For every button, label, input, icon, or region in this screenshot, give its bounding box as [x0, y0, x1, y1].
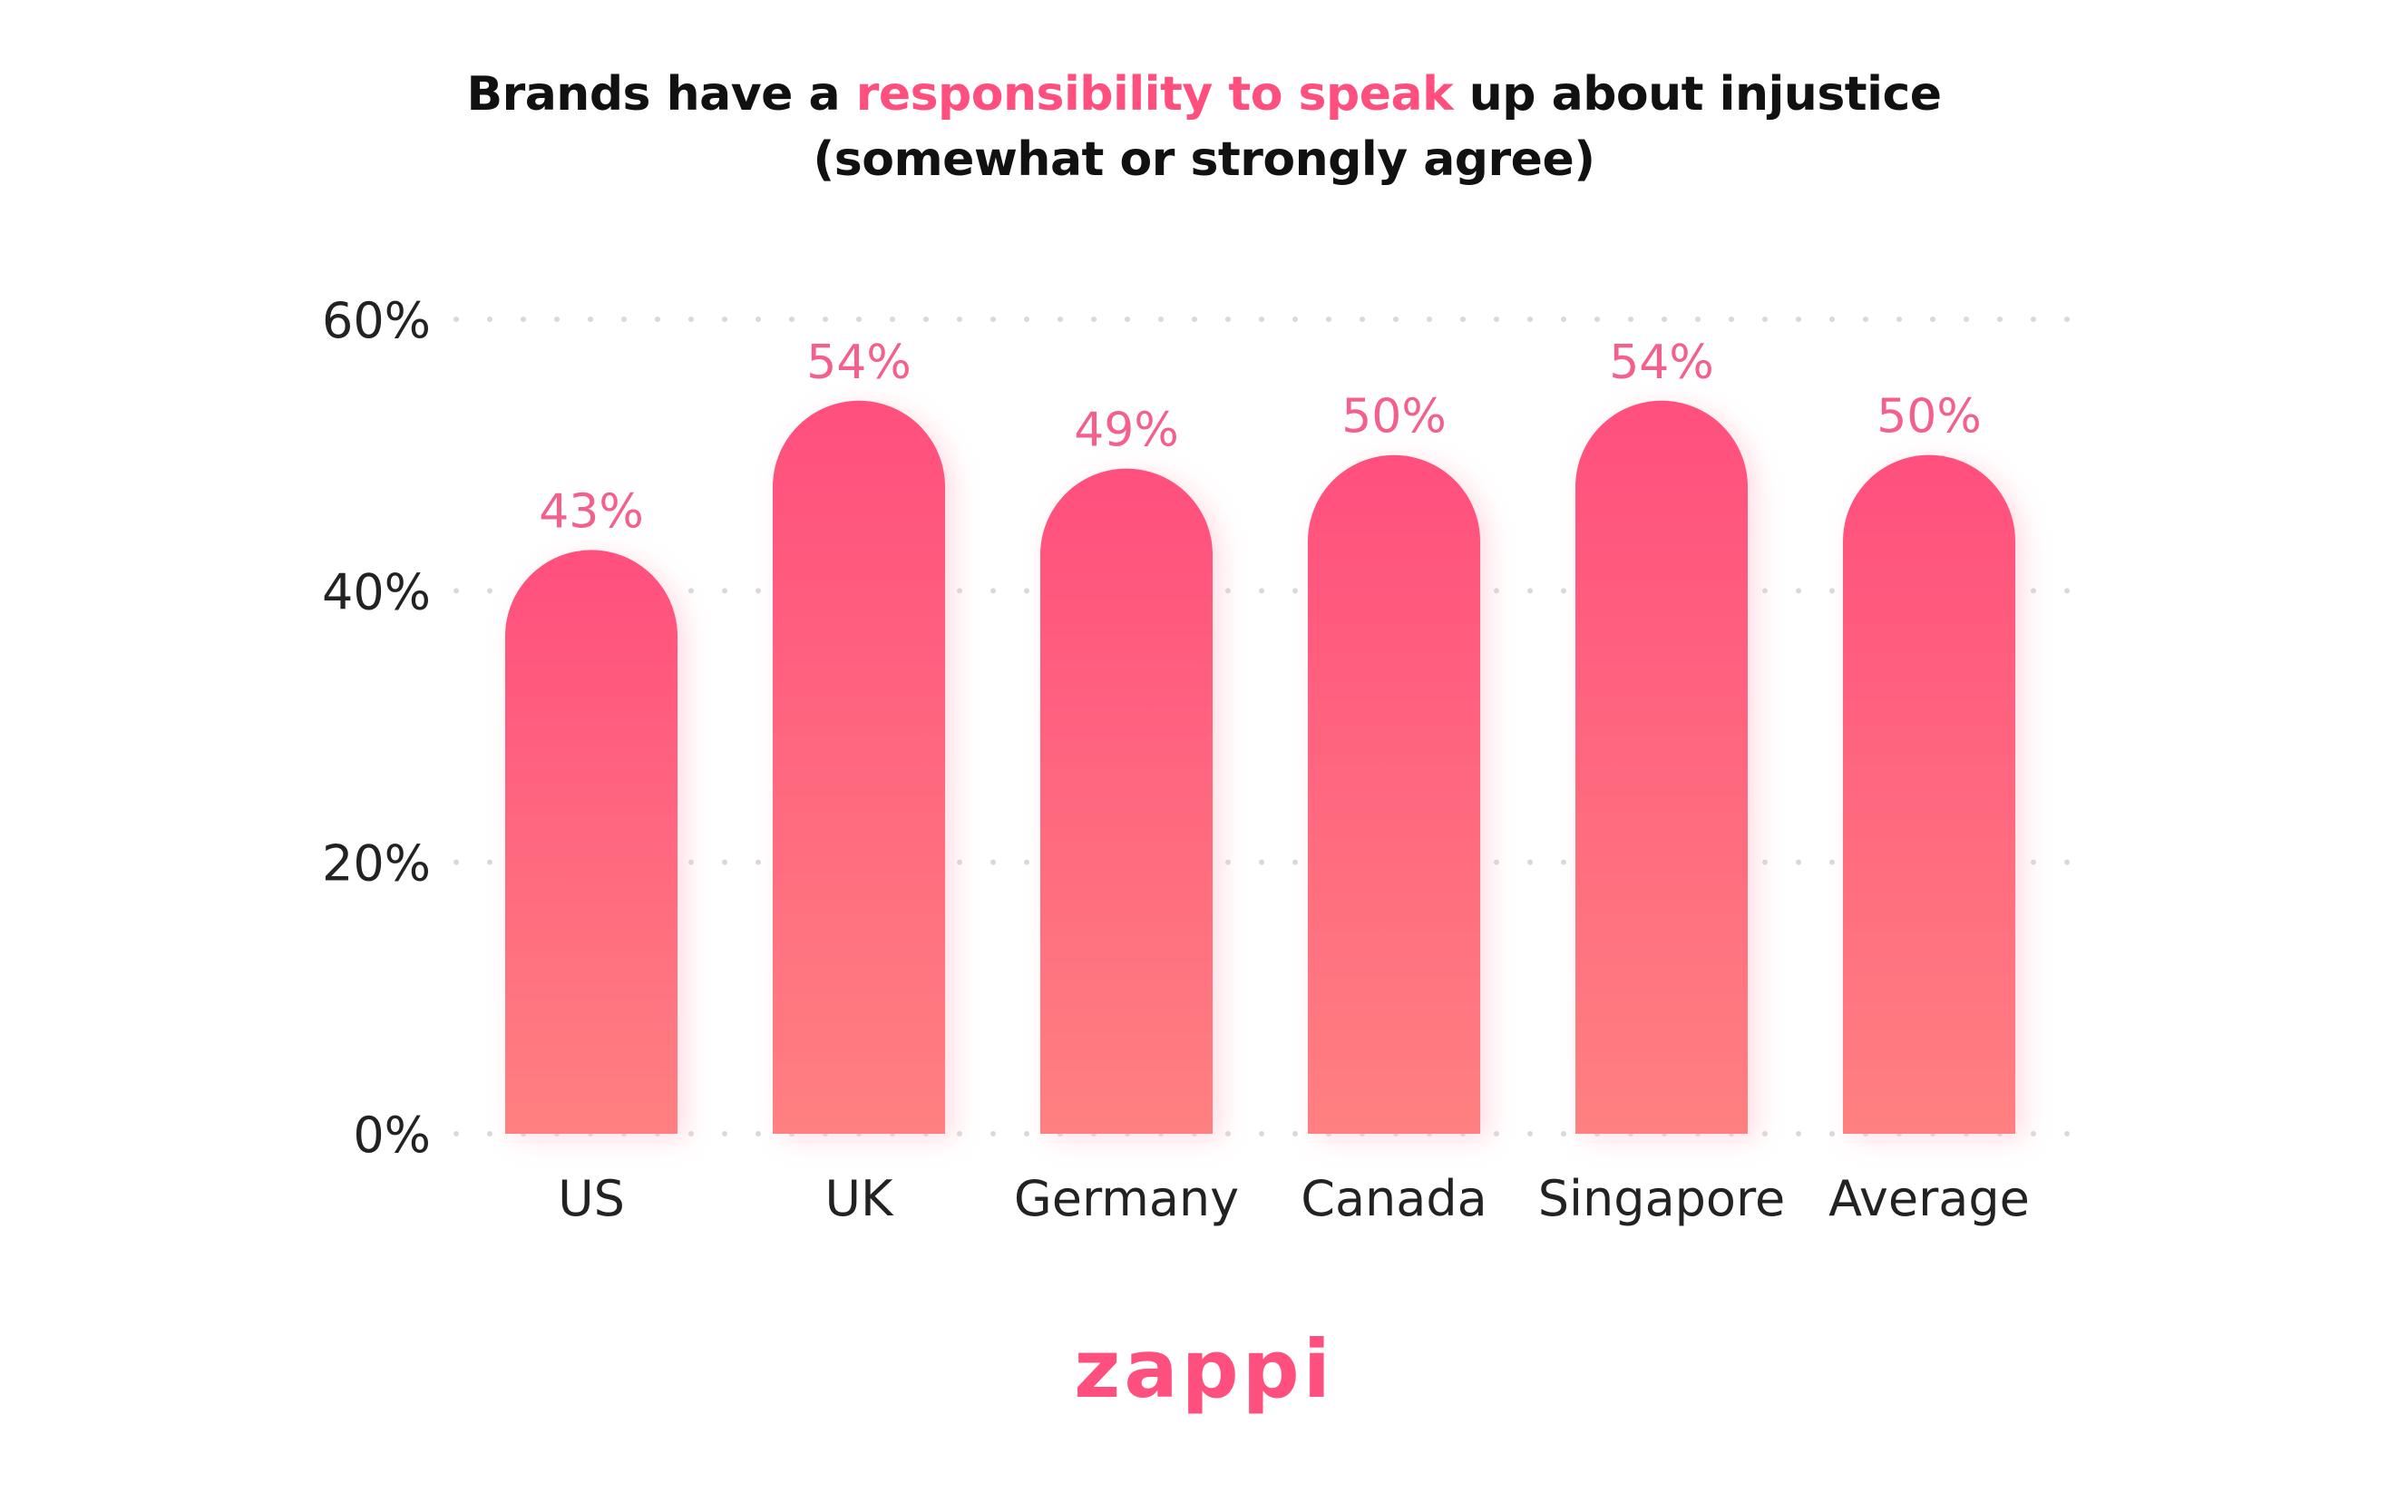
title-text-after: up about injustice: [1468, 67, 1942, 122]
y-tick-label: 40%: [322, 563, 431, 620]
value-labels: 43% 54% 49% 50% 54% 50%: [539, 336, 1982, 540]
grid-lines: [453, 317, 2080, 1136]
x-tick-label: Germany: [1014, 1170, 1239, 1227]
value-label: 43%: [539, 484, 644, 539]
bar-uk: [773, 400, 945, 1134]
title-text-before: Brands have a: [466, 67, 841, 122]
x-tick-label: Canada: [1301, 1170, 1487, 1227]
value-label: 49%: [1074, 404, 1179, 458]
x-tick-label: Average: [1828, 1170, 2030, 1227]
title-line-2: (somewhat or strongly agree): [813, 132, 1595, 187]
x-tick-label: Singapore: [1538, 1170, 1785, 1227]
x-axis: US UK Germany Canada Singapore Average: [558, 1170, 2030, 1227]
value-label: 54%: [1609, 336, 1714, 390]
value-label: 54%: [806, 336, 912, 390]
bar-average: [1843, 454, 2015, 1134]
value-label: 50%: [1877, 390, 1982, 444]
x-tick-label: US: [558, 1170, 625, 1227]
y-tick-label: 20%: [322, 835, 431, 893]
bar-canada: [1308, 454, 1480, 1134]
x-tick-label: UK: [825, 1170, 895, 1227]
logo-text: zappi: [1074, 1322, 1334, 1416]
zappi-logo: zappi: [0, 1320, 2408, 1419]
value-label: 50%: [1341, 390, 1447, 444]
chart-title: Brands have a responsibility to speak up…: [0, 62, 2408, 192]
title-line-1: Brands have a responsibility to speak up…: [0, 62, 2408, 127]
title-highlight: responsibility to speak: [855, 67, 1454, 122]
y-axis: 0% 20% 40% 60%: [322, 292, 431, 1164]
y-tick-label: 0%: [353, 1107, 431, 1164]
bars: [505, 400, 2024, 1139]
bar-singapore: [1575, 400, 1748, 1134]
bar-germany: [1040, 468, 1213, 1134]
bar-us: [505, 550, 678, 1134]
y-tick-label: 60%: [322, 292, 431, 349]
